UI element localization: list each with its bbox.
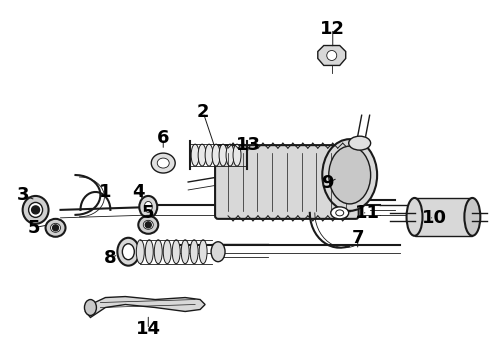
Text: 3: 3 xyxy=(16,186,29,204)
Ellipse shape xyxy=(407,198,422,236)
Ellipse shape xyxy=(191,144,199,166)
Ellipse shape xyxy=(118,238,139,266)
Ellipse shape xyxy=(349,136,370,150)
Text: 13: 13 xyxy=(236,136,261,154)
Ellipse shape xyxy=(181,240,189,264)
Bar xyxy=(415,198,472,236)
Ellipse shape xyxy=(138,216,158,234)
Text: 5: 5 xyxy=(142,204,154,222)
Text: 10: 10 xyxy=(422,209,447,227)
Ellipse shape xyxy=(331,207,349,219)
Ellipse shape xyxy=(84,300,97,315)
Ellipse shape xyxy=(136,240,144,264)
Text: 4: 4 xyxy=(132,183,145,201)
Ellipse shape xyxy=(336,210,343,216)
Text: 9: 9 xyxy=(321,174,334,192)
Ellipse shape xyxy=(23,196,49,224)
Ellipse shape xyxy=(139,196,157,218)
Ellipse shape xyxy=(233,144,241,166)
Polygon shape xyxy=(85,297,205,318)
Ellipse shape xyxy=(122,244,134,260)
Ellipse shape xyxy=(154,240,162,264)
Circle shape xyxy=(145,222,151,228)
Ellipse shape xyxy=(46,219,66,237)
Ellipse shape xyxy=(219,144,227,166)
Ellipse shape xyxy=(151,153,175,173)
Text: 12: 12 xyxy=(320,19,345,37)
Ellipse shape xyxy=(226,144,234,166)
Circle shape xyxy=(327,50,337,60)
Ellipse shape xyxy=(143,220,153,229)
Ellipse shape xyxy=(190,240,198,264)
Ellipse shape xyxy=(163,240,171,264)
Text: 1: 1 xyxy=(99,183,112,201)
Ellipse shape xyxy=(145,240,153,264)
Ellipse shape xyxy=(172,240,180,264)
Text: 14: 14 xyxy=(136,320,161,338)
Ellipse shape xyxy=(157,158,169,168)
Ellipse shape xyxy=(465,198,480,236)
Circle shape xyxy=(32,206,40,214)
Ellipse shape xyxy=(50,223,61,232)
Polygon shape xyxy=(318,45,346,66)
Ellipse shape xyxy=(28,202,43,217)
Ellipse shape xyxy=(198,144,206,166)
Text: 8: 8 xyxy=(104,249,117,267)
FancyBboxPatch shape xyxy=(215,145,359,219)
Text: 6: 6 xyxy=(157,129,170,147)
Ellipse shape xyxy=(329,146,370,204)
Ellipse shape xyxy=(199,240,207,264)
Text: 7: 7 xyxy=(351,229,364,247)
Text: 5: 5 xyxy=(27,219,40,237)
Ellipse shape xyxy=(211,242,225,262)
Ellipse shape xyxy=(144,201,152,212)
Text: 11: 11 xyxy=(355,204,380,222)
Text: 2: 2 xyxy=(197,103,209,121)
Ellipse shape xyxy=(205,144,213,166)
Circle shape xyxy=(52,225,58,231)
Ellipse shape xyxy=(212,144,220,166)
Ellipse shape xyxy=(322,139,377,211)
